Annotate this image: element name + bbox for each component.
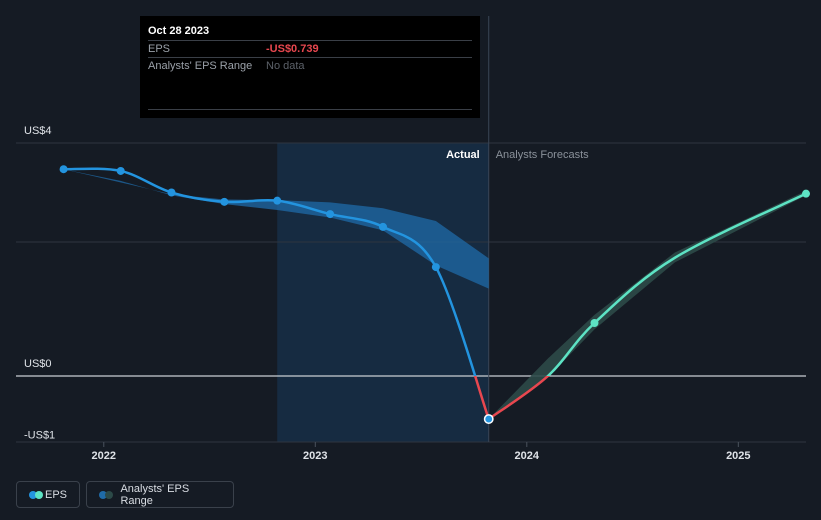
y-tick-label-0: US$0	[24, 358, 52, 370]
eps-forecast-negative-line	[487, 376, 550, 421]
tooltip-divider	[148, 109, 472, 110]
eps-point[interactable]	[326, 210, 335, 219]
eps-point[interactable]	[116, 166, 125, 175]
x-tick-label-2022: 2022	[92, 450, 116, 462]
y-tick-label-4: US$4	[24, 125, 52, 137]
eps-point[interactable]	[167, 188, 176, 197]
tooltip-eps-row: EPS -US$0.739	[148, 40, 472, 57]
forecast-point[interactable]	[590, 318, 599, 327]
eps-range-band-actual	[63, 169, 489, 289]
tooltip-range-label: Analysts' EPS Range	[148, 60, 253, 72]
x-tick-label-2024: 2024	[515, 450, 540, 462]
tooltip-eps-value: -US$0.739	[266, 43, 319, 55]
legend-range-toggle[interactable]: Analysts' EPS Range	[86, 481, 234, 508]
range-legend-icon	[99, 490, 114, 499]
points-layer	[59, 165, 810, 447]
eps-point[interactable]	[378, 222, 387, 231]
eps-point[interactable]	[220, 197, 229, 206]
past-year-highlight	[277, 143, 489, 442]
eps-legend-icon	[29, 490, 43, 499]
legend-range-label: Analysts' EPS Range	[120, 482, 190, 507]
legend-eps-toggle[interactable]: EPS	[16, 481, 80, 508]
tooltip: Oct 28 2023 EPS -US$0.739 Analysts' EPS …	[140, 16, 480, 118]
actual-label: Actual	[446, 149, 480, 161]
x-tick-label-2025: 2025	[726, 450, 750, 462]
analysts-forecasts-label: Analysts Forecasts	[496, 149, 589, 161]
eps-point[interactable]	[483, 414, 494, 424]
eps-point[interactable]	[59, 165, 68, 174]
forecast-point[interactable]	[802, 189, 810, 198]
tooltip-date: Oct 28 2023	[148, 25, 210, 37]
x-tick-label-2023: 2023	[303, 450, 327, 462]
eps-point[interactable]	[431, 263, 440, 272]
eps-point[interactable]	[273, 196, 282, 205]
legend-eps-label: EPS	[44, 488, 67, 501]
tooltip-range-row: Analysts' EPS Range No data	[148, 57, 472, 74]
eps-forecast-line	[546, 192, 807, 376]
tooltip-eps-label: EPS	[148, 43, 171, 55]
tooltip-range-value: No data	[266, 60, 305, 72]
y-tick-label-neg1: -US$1	[24, 429, 55, 441]
